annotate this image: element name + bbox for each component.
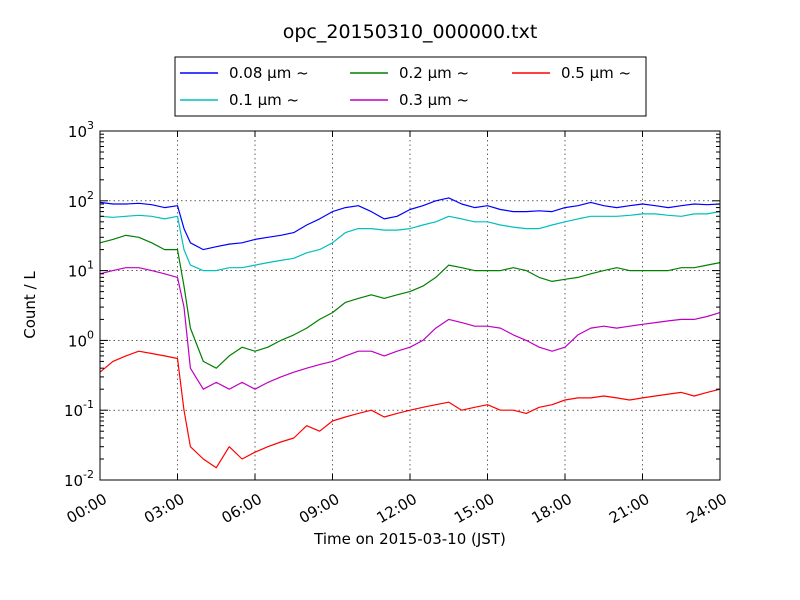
legend-label: 0.08 μm ~: [229, 64, 309, 82]
series-line-2: [99, 234, 721, 369]
y-tick-label: 101: [68, 259, 94, 281]
legend-label: 0.1 μm ~: [229, 91, 299, 109]
legend-label: 0.3 μm ~: [399, 91, 469, 109]
legend-label: 0.2 μm ~: [399, 64, 469, 82]
y-tick-label: 10-1: [64, 398, 94, 420]
plot-lines: [99, 197, 721, 469]
series-line-0: [99, 197, 721, 251]
y-tick-labels: 10-2 10-1 100 101 102 103: [64, 119, 94, 490]
legend-box: [174, 56, 647, 117]
y-axis-label: Count / L: [21, 271, 39, 339]
series-line-4: [99, 350, 721, 469]
y-tick-label: 10-2: [64, 468, 94, 490]
y-tick-label: 102: [68, 189, 94, 211]
series-line-1: [99, 211, 721, 272]
legend: 0.08 μm ~ 0.1 μm ~ 0.2 μm ~ 0.3 μm ~ 0.5 μm …: [174, 56, 647, 117]
legend-label: 0.5 μm ~: [561, 64, 631, 82]
series-line-3: [99, 267, 721, 390]
chart-title: opc_20150310_000000.txt: [283, 21, 538, 43]
y-tick-label: 100: [68, 328, 94, 350]
x-axis-label: Time on 2015-03-10 (JST): [313, 530, 506, 548]
y-tick-label: 103: [68, 119, 94, 141]
ticks: [99, 130, 721, 481]
